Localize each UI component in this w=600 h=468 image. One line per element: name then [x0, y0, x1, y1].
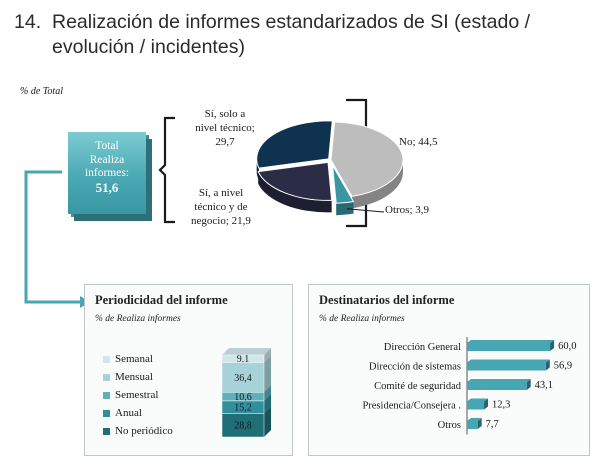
stack-value-1: 36,4	[234, 373, 252, 384]
periodicidad-title: Periodicidad del informe	[95, 293, 228, 307]
legend-item: Semestral	[103, 389, 158, 401]
hbar-bar-4	[467, 421, 478, 429]
legend-item: Anual	[103, 407, 142, 419]
stack-segment-4	[221, 413, 265, 438]
hbar-top-1	[467, 359, 550, 363]
pie-leader-otros	[346, 208, 385, 213]
pie-slice-side-1	[336, 201, 354, 216]
hbar-bar-2	[467, 382, 527, 390]
title-number: 14.	[14, 11, 42, 33]
total-line1: Total	[95, 140, 119, 152]
hbar-category-4: Otros	[438, 420, 461, 431]
pie-label-no: No; 44,5	[399, 136, 438, 148]
destinatarios-title: Destinatarios del informe	[319, 293, 455, 307]
pct-total-label: % de Total	[20, 86, 63, 97]
hbar-bar-0	[467, 343, 551, 351]
stack-value-3: 15,2	[234, 403, 252, 414]
hbar-value-1: 56,9	[554, 361, 572, 372]
pie-label-si-negocio: Sí, a nivel técnico y de negocio; 21,9	[191, 187, 251, 227]
stack-top	[222, 348, 271, 355]
hbar-side-3	[484, 398, 489, 410]
hbar-top-3	[467, 398, 489, 402]
title-line-1: Realización de informes estandarizados d…	[52, 11, 531, 33]
hbar-side-2	[526, 379, 531, 390]
stack-side-3	[264, 393, 271, 414]
pie-slice-3	[256, 120, 333, 169]
hbar-category-1: Dirección de sistemas	[369, 362, 461, 373]
legend-swatch	[103, 373, 110, 381]
periodicidad-subtitle: % de Realiza informes	[95, 314, 181, 324]
legend-item: No periódico	[103, 425, 173, 437]
stack-side-0	[264, 348, 271, 363]
stack-segment-1	[221, 362, 265, 393]
left-brace	[158, 116, 175, 224]
destinatarios-panel: Destinatarios del informe % de Realiza i…	[308, 284, 590, 456]
legend-label: Semanal	[115, 353, 153, 365]
pie-slice-side-2	[258, 171, 332, 213]
hbar-category-2: Comité de seguridad	[374, 381, 462, 392]
hbar-value-2: 43,1	[535, 380, 553, 391]
hbar-bar-3	[467, 401, 485, 410]
stack-value-4: 28,8	[234, 421, 252, 432]
hbar-category-0: Dirección General	[384, 342, 461, 353]
hbar-category-3: Presidencia/Consejera .	[362, 401, 461, 412]
legend-label: Mensual	[115, 371, 153, 383]
periodicidad-panel: Periodicidad del informe % de Realiza in…	[84, 284, 293, 456]
hbar-top-4	[467, 418, 482, 421]
pie-slice-2	[257, 161, 333, 201]
hbar-value-4: 7,7	[486, 419, 499, 430]
pie-slice-1	[332, 165, 355, 204]
pie-slice-side-0	[351, 160, 403, 209]
hbar-side-1	[545, 359, 550, 371]
legend-swatch	[103, 409, 110, 417]
pie-slice-0	[330, 121, 404, 197]
total-value: 51,6	[95, 179, 119, 195]
title-line-2: evolución / incidentes)	[52, 36, 245, 58]
total-line3: informes:	[84, 167, 130, 179]
stack-side-1	[264, 355, 271, 393]
legend-swatch	[103, 427, 110, 435]
hbar-bar-1	[467, 362, 546, 371]
total-line2: Realiza	[89, 153, 125, 166]
stack-value-2: 10,6	[234, 392, 252, 403]
legend-swatch	[103, 391, 110, 399]
legend-item: Mensual	[103, 371, 153, 383]
legend-swatch	[103, 355, 110, 363]
hbar-side-4	[477, 418, 482, 429]
legend-label: Anual	[115, 407, 142, 419]
flow-arrow	[24, 170, 80, 304]
legend-label: No periódico	[115, 425, 173, 437]
total-realiza-box: Total Realiza informes: 51,6	[68, 132, 146, 214]
hbar-side-0	[550, 340, 555, 351]
stacked-bar-chart: 9,1 36,4 10,615,2 28,8	[221, 348, 271, 438]
hbar-value-0: 60,0	[558, 341, 576, 352]
hbar-value-3: 12,3	[492, 400, 510, 411]
stack-side-2	[264, 385, 271, 401]
pie-label-otros: Otros; 3,9	[385, 204, 429, 216]
destinatarios-subtitle: % de Realiza informes	[319, 314, 405, 324]
legend-label: Semestral	[115, 389, 159, 401]
stack-value-0: 9,1	[237, 354, 250, 365]
stack-side-4	[264, 406, 271, 437]
pie-label-si-tecnico: Sí, solo a nivel técnico; 29,7	[195, 108, 255, 148]
legend-item: Semanal	[103, 353, 153, 365]
hbar-top-0	[467, 340, 555, 343]
page-title: 14. Realización de informes estandarizado…	[14, 10, 594, 60]
hbar-top-2	[467, 379, 531, 382]
horizontal-bar-chart: Dirección General 60,0 Dirección de sistem…	[362, 337, 576, 435]
